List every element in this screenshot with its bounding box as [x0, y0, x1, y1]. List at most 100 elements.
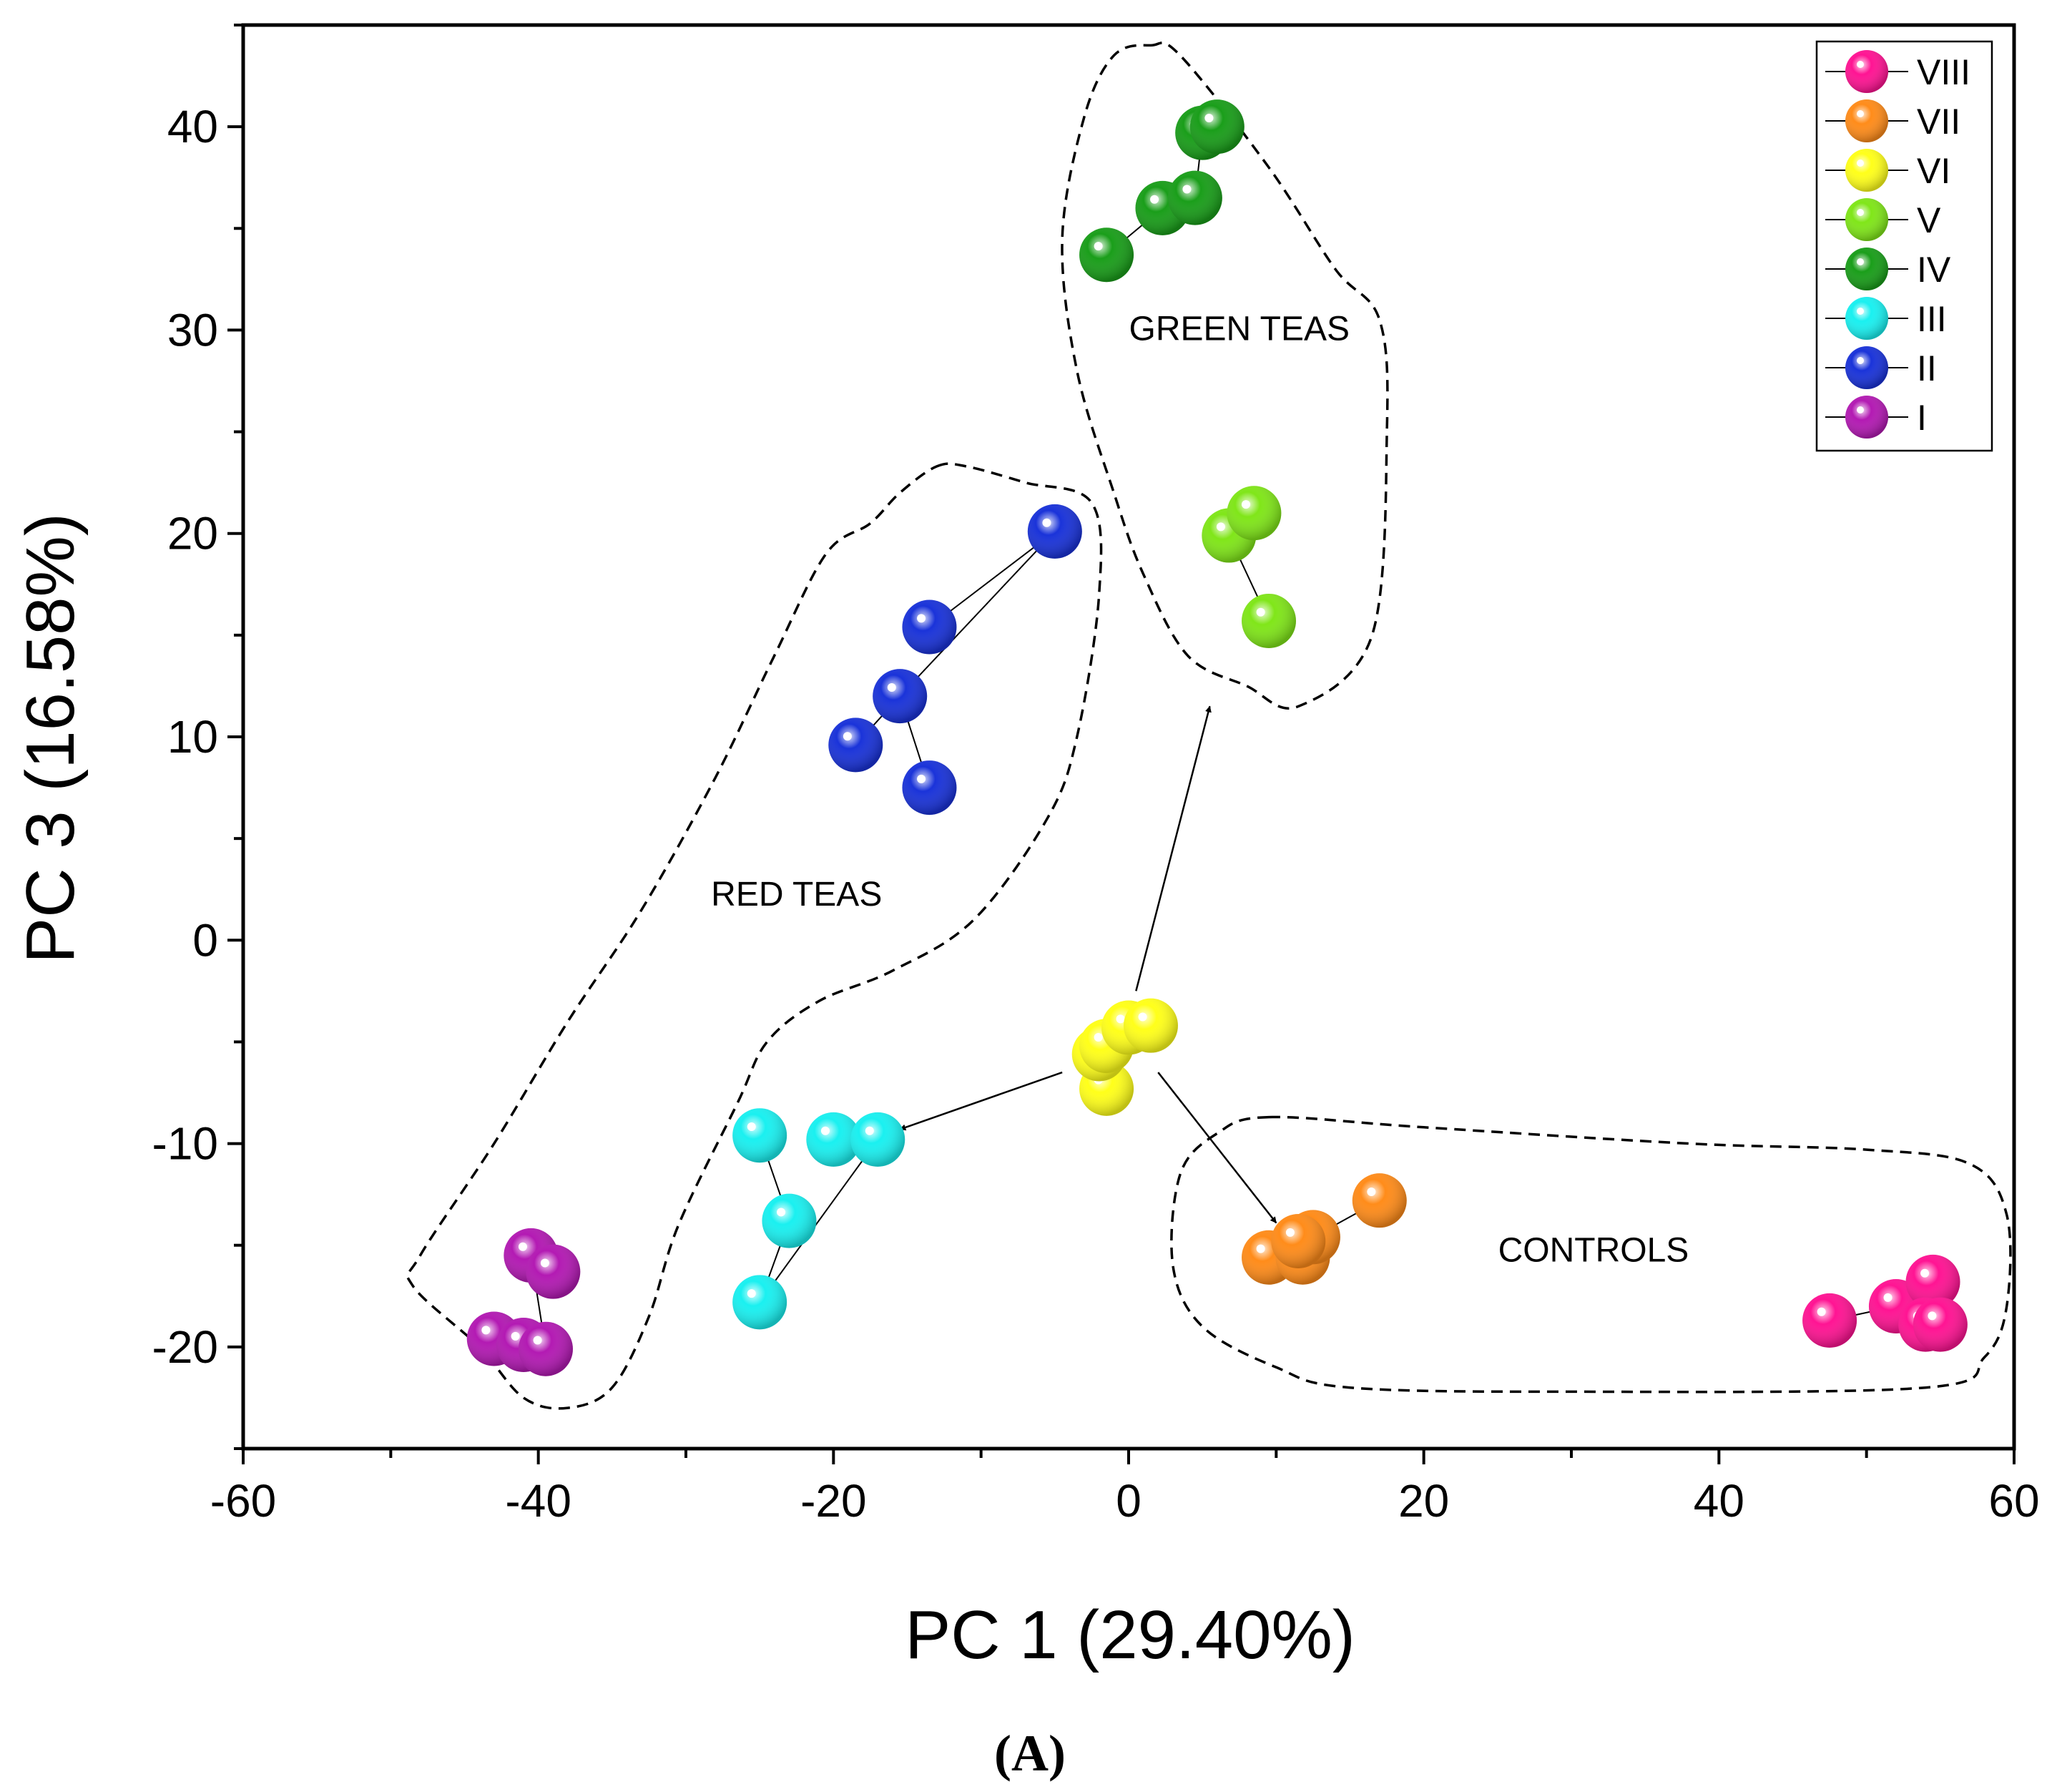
legend-marker-shading — [1845, 198, 1888, 241]
point-shading — [828, 718, 883, 773]
point-shading — [850, 1112, 905, 1167]
y-tick-label: 0 — [192, 914, 218, 966]
x-tick-label: -40 — [505, 1475, 571, 1527]
legend-marker-i — [1845, 396, 1888, 439]
y-tick-label: 10 — [167, 711, 218, 763]
point-highlight — [1817, 1307, 1826, 1316]
point-highlight — [511, 1331, 520, 1341]
legend-marker-iv — [1845, 248, 1888, 290]
point-shading — [1913, 1297, 1968, 1352]
y-axis-title: PC 3 (16.58%) — [12, 513, 89, 964]
point-highlight — [1138, 1012, 1147, 1022]
data-point-viii-1 — [1802, 1293, 1857, 1348]
point-highlight — [843, 732, 852, 741]
point-highlight — [533, 1336, 542, 1345]
legend-marker-highlight — [1857, 258, 1864, 265]
point-shading — [1189, 99, 1244, 155]
y-tick-label: 20 — [167, 508, 218, 559]
point-shading — [1123, 998, 1178, 1053]
x-tick-label: 0 — [1116, 1475, 1142, 1527]
annotations-layer: GREEN TEAS RED TEAS CONTROLS — [711, 310, 1689, 1270]
data-point-ii-5 — [902, 760, 957, 816]
x-tick-label: 40 — [1694, 1475, 1744, 1527]
legend-marker-highlight — [1857, 308, 1864, 315]
region-outline-red-teas — [406, 462, 1103, 1410]
y-tick-label: -10 — [152, 1118, 219, 1170]
legend-marker-vii — [1845, 99, 1888, 142]
legend-label-v: V — [1917, 200, 1941, 240]
data-point-vii-5 — [1271, 1214, 1326, 1269]
point-highlight — [1042, 518, 1051, 527]
point-shading — [762, 1193, 817, 1248]
arrow-3 — [1157, 1072, 1277, 1224]
legend-marker-highlight — [1857, 406, 1864, 413]
data-point-i-2 — [526, 1244, 581, 1299]
plot-frame — [241, 23, 2016, 1451]
point-shading — [1027, 504, 1082, 559]
point-highlight — [1150, 195, 1159, 204]
legend-box — [1815, 40, 1993, 452]
point-highlight — [540, 1258, 549, 1268]
x-tick-label: -60 — [210, 1475, 277, 1527]
legend-marker-shading — [1845, 346, 1888, 389]
point-highlight — [1285, 1228, 1295, 1237]
point-shading — [526, 1244, 581, 1299]
point-highlight — [917, 614, 926, 623]
point-shading — [873, 669, 928, 724]
point-shading — [806, 1112, 861, 1167]
point-shading — [732, 1108, 787, 1163]
series-link-ii — [899, 531, 1056, 697]
point-highlight — [1094, 242, 1103, 251]
point-shading — [902, 760, 957, 816]
region-label-red-teas: RED TEAS — [711, 876, 882, 914]
data-point-i-5 — [518, 1321, 573, 1376]
point-shading — [1271, 1214, 1326, 1269]
point-highlight — [917, 774, 926, 783]
point-highlight — [1920, 1268, 1930, 1278]
point-highlight — [1094, 1032, 1103, 1042]
legend-marker-highlight — [1857, 61, 1864, 68]
region-label-controls: CONTROLS — [1498, 1231, 1689, 1269]
legend-marker-shading — [1845, 297, 1888, 340]
point-highlight — [518, 1242, 527, 1251]
point-highlight — [1928, 1311, 1937, 1321]
legend-label-ii: II — [1917, 348, 1937, 388]
data-point-viii-5 — [1913, 1297, 1968, 1352]
data-point-ii-4 — [828, 718, 883, 773]
legend-label-iii: III — [1917, 299, 1947, 339]
data-point-ii-3 — [873, 669, 928, 724]
data-point-iv-5 — [1189, 99, 1244, 155]
point-shading — [1227, 486, 1282, 541]
point-highlight — [747, 1122, 756, 1132]
data-point-iii-4 — [762, 1193, 817, 1248]
point-highlight — [1256, 1244, 1265, 1253]
legend-marker-iii — [1845, 297, 1888, 340]
data-point-v-3 — [1242, 593, 1297, 648]
data-point-ii-2 — [902, 599, 957, 655]
y-tick-label: -20 — [152, 1321, 219, 1373]
data-point-vi-5 — [1123, 998, 1178, 1053]
figure-caption: (A) — [994, 1725, 1066, 1782]
point-shading — [1167, 170, 1222, 225]
point-highlight — [1367, 1188, 1376, 1197]
point-highlight — [865, 1126, 874, 1135]
point-highlight — [887, 682, 896, 692]
data-point-iv-1 — [1079, 227, 1134, 283]
point-highlight — [1116, 1014, 1125, 1024]
point-highlight — [777, 1208, 786, 1217]
y-tick-label: 30 — [167, 304, 218, 356]
data-point-viii-3 — [1905, 1254, 1960, 1309]
legend-label-vii: VII — [1917, 102, 1960, 142]
legend-marker-viii — [1845, 50, 1888, 93]
point-shading — [902, 599, 957, 655]
data-point-vii-4 — [1352, 1173, 1407, 1228]
region-label-green-teas: GREEN TEAS — [1129, 310, 1350, 348]
x-axis-title: PC 1 (29.40%) — [905, 1597, 1355, 1673]
legend-marker-shading — [1845, 396, 1888, 439]
point-highlight — [820, 1126, 830, 1135]
legend-marker-shading — [1845, 149, 1888, 192]
point-highlight — [1216, 522, 1225, 532]
point-shading — [1079, 227, 1134, 283]
legend-marker-vi — [1845, 149, 1888, 192]
